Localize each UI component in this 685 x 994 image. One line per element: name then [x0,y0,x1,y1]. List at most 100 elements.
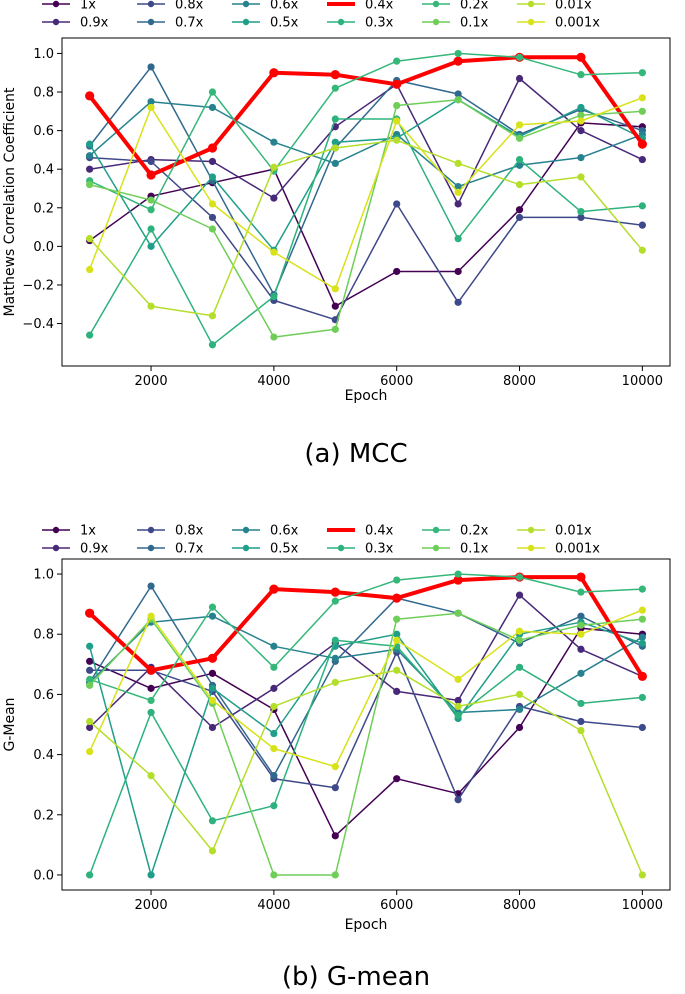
gmean-data-point [637,671,647,681]
gmean-data-point [638,693,646,702]
mcc-legend-entry: 0.1x [422,16,489,31]
gmean-data-point [270,642,278,650]
mcc-data-point [86,152,94,160]
mcc-legend-marker [52,18,60,26]
gmean-series-line [89,615,643,714]
gmean-legend-marker [527,544,535,552]
gmean-series-line [89,573,643,702]
mcc-legend-entry: 0.6x [232,0,299,13]
mcc-data-point [577,154,585,162]
gmean-data-point [393,630,401,638]
mcc-x-tick-label: 8000 [503,374,536,389]
gmean-series-line [88,639,643,876]
mcc-legend-entry: 0.8x [137,0,204,13]
gmean-y-tick-label: 0.6 [33,688,54,703]
mcc-x-tick-label: 4000 [257,374,290,389]
mcc-data-point [454,235,462,243]
gmean-series-line [88,609,643,768]
mcc-data-point [147,206,155,214]
gmean-data-point [86,681,94,689]
gmean-data-point [86,747,94,756]
gmean-data-point [270,772,278,780]
mcc-y-tick-label: 0.6 [33,124,54,139]
gmean-legend-label: 0.001x [555,542,600,557]
mcc-data-point [331,159,339,168]
gmean-legend-entry: 0.001x [517,542,600,557]
gmean-data-point [331,597,339,605]
gmean-legend-entry: 0.2x [422,524,489,539]
gmean-legend-marker [52,526,60,534]
mcc-data-point [393,117,401,125]
mcc-data-point [331,302,339,310]
gmean-y-tick-label: 0.0 [33,868,54,883]
gmean-series-line [89,594,643,729]
mcc-data-point [515,74,524,83]
mcc-data-point [577,208,585,216]
mcc-data-point [207,143,218,153]
gmean-legend-label: 0.01x [555,524,592,539]
mcc-data-point [270,163,278,171]
gmean-data-point [147,696,155,705]
mcc-series-line [89,139,643,317]
mcc-data-point [331,138,339,146]
mcc-data-point [86,331,94,339]
mcc-panel: 1x 0.9x 0.8x 0.7x 0.6x 0.5x 0.4x 0.3x 0.2x 0.1x 0.… [2,0,671,469]
mcc-legend-entry: 0.5x [232,16,299,31]
mcc-legend-marker [242,0,250,8]
gmean-data-point [638,723,646,732]
gmean-series-line [88,575,645,678]
gmean-data-point [331,654,339,662]
mcc-legend-marker [147,0,155,8]
gmean-data-point [270,702,278,711]
gmean-data-point [393,666,401,674]
mcc-y-tick-label: 0.8 [33,86,54,101]
mcc-legend-label: 0.01x [555,0,592,13]
mcc-data-point [577,127,585,135]
gmean-legend-label: 0.9x [80,542,109,557]
gmean-data-point [147,772,155,780]
gmean-legend-marker [147,544,155,552]
mcc-series-line [88,98,643,251]
gmean-y-axis-label: G-Mean [2,697,18,751]
gmean-data-point [576,572,586,582]
gmean-data-point [515,591,524,599]
mcc-x-tick-label: 10000 [622,374,663,389]
gmean-x-tick-label: 6000 [380,898,413,913]
gmean-data-point [86,717,94,726]
mcc-data-point [638,246,646,254]
gmean-series-line [89,612,643,876]
gmean-legend-label: 0.7x [175,542,204,557]
mcc-data-point [393,136,401,144]
gmean-legend-marker [147,526,155,534]
mcc-data-point [454,49,462,58]
gmean-data-point [331,832,339,840]
gmean-data-point [86,657,94,665]
gmean-legend-entry: 0.6x [232,524,299,539]
gmean-data-point [208,696,217,705]
gmean-legend-entry: 0.1x [422,542,489,557]
gmean-data-point [331,763,339,771]
mcc-legend-marker [432,18,440,26]
gmean-data-point [147,612,155,620]
mcc-data-point [147,225,155,233]
mcc-data-point [515,213,524,222]
mcc-data-point [638,155,646,164]
mcc-legend-label: 0.9x [80,16,109,31]
gmean-legend-entry: 0.4x [327,524,394,539]
mcc-data-point [454,267,462,276]
gmean-legend-marker [432,544,440,552]
gmean-plot-frame [61,558,671,891]
gmean-y-tick-label: 0.4 [33,748,54,763]
mcc-legend-marker [432,0,440,8]
mcc-data-point [270,333,278,341]
gmean-series-line [88,621,643,876]
mcc-data-point [454,298,462,306]
gmean-data-point [515,705,524,714]
mcc-legend-marker [147,18,155,26]
gmean-legend-label: 0.1x [460,542,489,557]
mcc-series-line [88,118,643,346]
gmean-data-point [577,699,585,708]
gmean-data-point [86,642,94,650]
mcc-data-point [638,202,646,210]
